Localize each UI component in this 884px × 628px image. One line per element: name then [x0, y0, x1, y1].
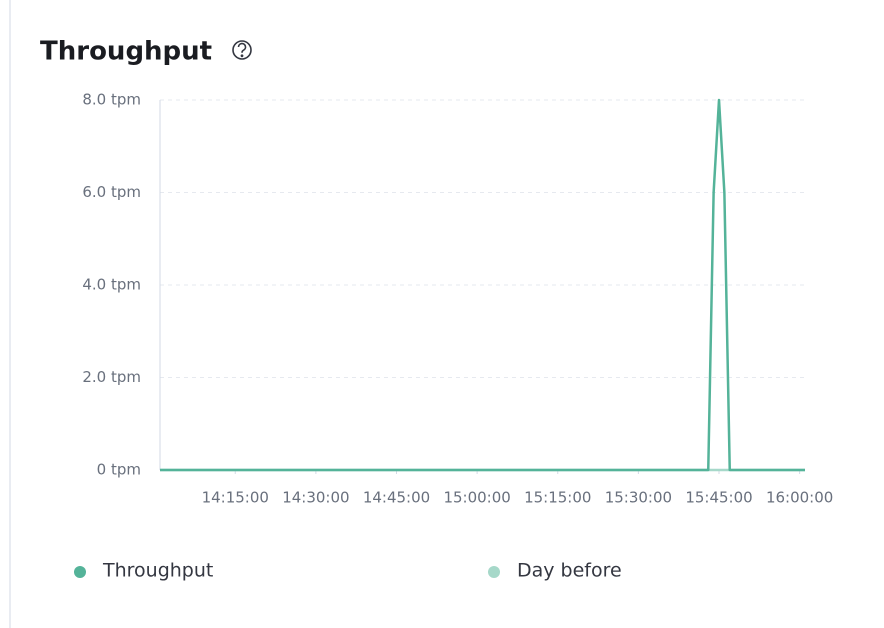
y-tick-label: 0 tpm — [97, 461, 141, 479]
legend-label[interactable]: Day before — [517, 560, 622, 582]
x-tick-label: 15:15:00 — [524, 489, 591, 507]
x-tick-label: 15:00:00 — [443, 489, 510, 507]
y-tick-label: 8.0 tpm — [82, 91, 141, 109]
x-tick-label: 15:30:00 — [605, 489, 672, 507]
legend-swatch — [74, 566, 86, 578]
legend-swatch — [488, 566, 500, 578]
y-tick-label: 6.0 tpm — [82, 183, 141, 201]
y-tick-label: 2.0 tpm — [82, 368, 141, 386]
x-tick-label: 16:00:00 — [766, 489, 833, 507]
y-tick-label: 4.0 tpm — [82, 276, 141, 294]
help-icon[interactable] — [232, 40, 252, 60]
legend-label[interactable]: Throughput — [102, 560, 213, 582]
x-tick-label: 15:45:00 — [685, 489, 752, 507]
x-tick-label: 14:15:00 — [202, 489, 269, 507]
x-tick-label: 14:30:00 — [282, 489, 349, 507]
series-line — [160, 98, 805, 472]
panel — [9, 0, 884, 628]
chart-title: Throughput — [40, 37, 212, 67]
x-tick-label: 14:45:00 — [363, 489, 430, 507]
